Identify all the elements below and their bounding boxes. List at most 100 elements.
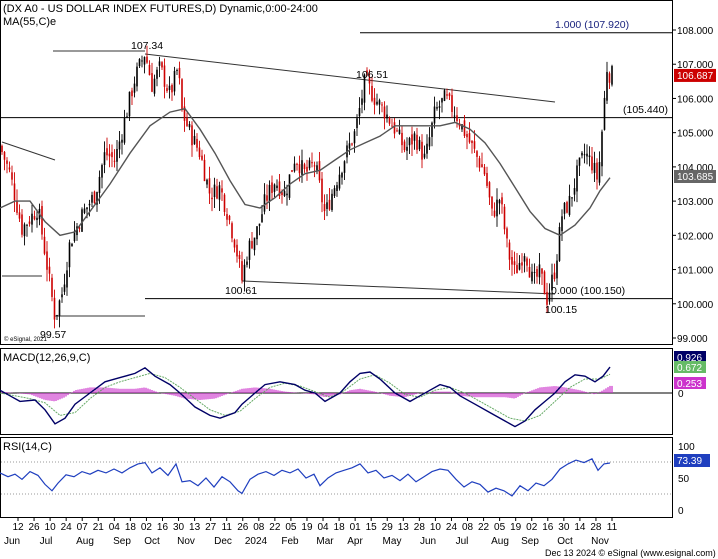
price-level-lines [1,32,672,300]
candle-up [428,137,431,147]
x-tick-label: 30 [173,522,185,533]
candle-up [398,129,401,134]
candle-down [463,120,466,136]
candle-down [311,162,313,164]
candle-down [223,194,226,212]
candle-down [373,97,376,105]
candle-up [141,60,143,62]
x-tick-label: 28 [414,522,426,533]
ma-line [0,107,611,237]
candle-down [203,159,206,182]
candle-up [153,78,156,94]
candle-down [351,143,353,145]
candle-up [581,152,583,156]
candle-down [521,262,523,266]
candle-up [551,274,553,291]
candle-up [353,131,356,144]
candle-up [531,271,533,282]
x-month-label: Apr [347,536,363,547]
x-tick-label: 11 [607,522,618,533]
candle-up [73,231,76,242]
candle-down [238,254,241,260]
candle-down [416,134,418,150]
candle-down [381,104,383,106]
x-tick-label: 22 [269,522,281,533]
candle-up [86,207,88,210]
rsi-value-badge: 73.39 [674,454,710,467]
x-tick-label: 05 [494,522,506,533]
candle-up [338,174,341,189]
candle-up [523,256,526,262]
candle-up [123,118,126,143]
candle-down [488,182,491,198]
candle-down [271,182,273,193]
candle-up [243,264,246,282]
hist-value-text: 0.253 [677,379,702,390]
fib-label-top: 1.000 (107.920) [555,19,629,31]
candle-up [156,69,158,79]
candle-up [168,85,171,91]
candle-up [253,237,256,251]
candle-down [596,162,598,180]
x-tick-label: 13 [398,522,410,533]
candle-down [511,256,513,265]
candle-up [406,146,408,151]
candle-down [456,115,458,122]
macd-signal-line [0,372,611,422]
candle-down [448,93,451,97]
candle-up [606,71,608,101]
x-month-label: Aug [491,536,509,547]
x-month-label: Feb [281,536,299,547]
rsi-tick-100: 100 [678,442,695,453]
candle-up [58,300,61,316]
candle-up [261,214,263,222]
rsi-title: RSI(14,C) [3,441,52,453]
annotation-mid-high: 106.51 [356,69,388,81]
candle-down [278,181,281,197]
x-month-label: Dec [214,536,232,547]
x-tick-label: 13 [189,522,201,533]
macd-value-badge: 0.926 [674,351,706,364]
x-tick-label: 22 [478,522,490,533]
candle-down [296,163,298,165]
candle-up [363,74,366,103]
candle-up [573,188,576,195]
candle-up [213,184,216,198]
candle-up [498,200,501,204]
chart-title: (DX A0 - US DOLLAR INDEX FUTURES,D) Dyna… [3,3,318,15]
candle-down [528,267,531,278]
candle-down [161,62,163,68]
rsi-tick-50: 50 [678,474,690,485]
candle-down [113,160,116,162]
macd-zero-label: 0 [678,389,684,400]
candle-down [166,88,168,92]
candle-up [358,107,361,117]
candle-up [601,131,603,167]
candle-up [101,164,103,178]
price-tick-label: 104.000 [677,163,714,174]
x-month-label: Aug [76,536,94,547]
candle-down [211,197,213,200]
rsi-line [0,458,611,497]
candle-down [491,196,493,209]
candle-down [13,183,16,201]
price-tick-label: 100.000 [677,300,714,311]
ma-label: MA(55,C)e [3,16,56,28]
candle-down [48,266,51,274]
annotation-high: 107.34 [131,40,163,52]
candle-down [111,152,113,158]
candle-up [496,199,498,217]
candle-up [418,140,421,150]
candle-down [78,227,81,229]
candle-up [333,188,336,196]
candle-down [226,214,228,220]
candle-up [316,165,318,171]
candle-up [408,138,411,146]
candle-down [181,79,183,111]
candle-down [411,134,413,145]
candle-up [348,143,351,149]
candle-down [526,258,528,266]
candle-down [183,106,186,121]
candle-down [473,141,476,149]
